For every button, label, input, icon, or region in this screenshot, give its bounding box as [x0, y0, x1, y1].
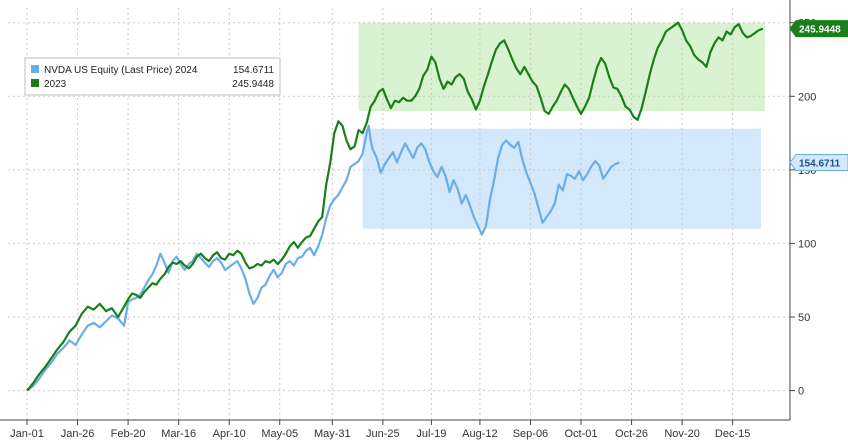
- band-2023: [358, 22, 765, 111]
- legend-swatch-2024: [31, 65, 39, 73]
- last-value-tag-text: 245.9448: [799, 25, 841, 36]
- x-tick-label: May-05: [261, 428, 298, 440]
- x-tick-label: Apr-10: [213, 428, 246, 440]
- x-tick-label: Jan-26: [61, 428, 95, 440]
- x-tick-label: Jul-19: [416, 428, 446, 440]
- x-tick-label: Jan-01: [10, 428, 44, 440]
- series-lines: [26, 21, 764, 392]
- last-value-tags: 154.6711 245.9448: [789, 20, 848, 171]
- x-tick-label: Jun-25: [366, 428, 400, 440]
- series-line-2024: [26, 124, 620, 392]
- x-tick-label: Dec-15: [715, 428, 750, 440]
- y-tick-label: 0: [798, 386, 804, 398]
- band-2024: [362, 128, 761, 229]
- x-tick-label: Oct-26: [615, 428, 648, 440]
- last-value-tag-box: [789, 154, 848, 171]
- y-tick-label: 200: [798, 91, 816, 103]
- last-value-tag-box: [789, 20, 848, 38]
- x-tick-label: Oct-01: [564, 428, 597, 440]
- x-tick-label: May-31: [314, 428, 351, 440]
- legend-box: [24, 57, 281, 96]
- y-tick-label: 50: [798, 312, 810, 324]
- highlight-bands: [358, 22, 765, 229]
- grid: [8, 8, 790, 420]
- last-value-tag-text: 154.6711: [799, 159, 841, 170]
- series-line-2023: [26, 21, 764, 392]
- x-tick-label: Sep-06: [513, 428, 548, 440]
- legend-value-2024: 154.6711: [233, 65, 274, 76]
- x-tick-label: Nov-20: [664, 428, 699, 440]
- last-value-tag-2024: 154.6711: [789, 154, 848, 171]
- x-tick-label: Feb-20: [111, 428, 146, 440]
- x-tick-label: Aug-12: [462, 428, 497, 440]
- legend-label-2023: 2023: [44, 79, 67, 90]
- legend-swatch-2023: [31, 79, 39, 87]
- legend-label-2024: NVDA US Equity (Last Price) 2024: [44, 65, 198, 76]
- x-tick-label: Mar-16: [161, 428, 196, 440]
- legend-value-2023: 245.9448: [232, 79, 274, 90]
- y-tick-label: 100: [798, 238, 816, 250]
- legend: NVDA US Equity (Last Price) 2024 154.671…: [24, 57, 281, 96]
- last-value-tag-2023: 245.9448: [789, 20, 848, 38]
